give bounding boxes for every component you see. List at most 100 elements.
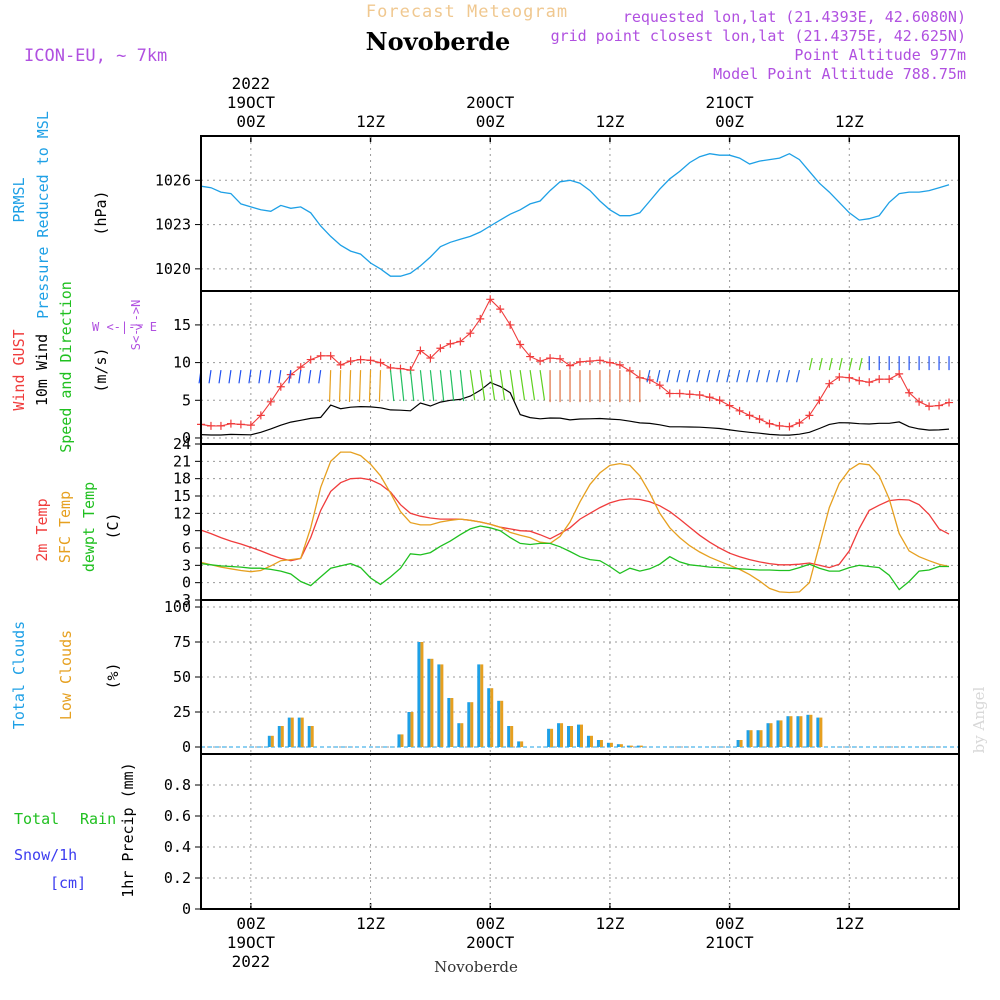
- y-tick-label: 18: [173, 470, 191, 488]
- time-label-top: 20OCT: [466, 93, 515, 112]
- low-clouds-bar: [410, 712, 414, 747]
- wind-direction-arrow: [766, 370, 771, 383]
- wind-direction-arrow: [378, 370, 382, 403]
- total-clouds-bar: [407, 712, 411, 747]
- low-clouds-bar: [520, 741, 524, 747]
- gust-marker: [905, 388, 914, 397]
- wind-direction-arrow: [726, 370, 731, 383]
- gust-marker: [476, 314, 485, 323]
- y-tick-label: 25: [173, 703, 191, 721]
- gust-marker: [655, 381, 664, 390]
- gust-marker: [895, 369, 904, 378]
- low-clouds-bar: [779, 720, 783, 747]
- low-clouds-bar: [280, 726, 284, 747]
- time-label-bottom: 19OCT: [227, 933, 276, 952]
- wind-direction-arrow: [529, 370, 536, 401]
- total-clouds-bar: [417, 642, 421, 747]
- time-label-top: 12Z: [356, 112, 385, 131]
- total-clouds-bar: [517, 741, 521, 747]
- time-label-bottom: 12Z: [835, 914, 864, 933]
- low-clouds-bar: [490, 688, 494, 747]
- clouds-unit: (%): [104, 662, 122, 689]
- low-clouds-bar: [470, 702, 474, 747]
- temp-unit: (C): [104, 512, 122, 539]
- gust-marker: [426, 354, 435, 363]
- snow-label: Snow/1h: [14, 846, 77, 864]
- wind-direction-arrow: [318, 370, 322, 384]
- total-clouds-bar: [776, 720, 780, 747]
- total-clouds-bar: [626, 745, 630, 747]
- gust-marker: [665, 389, 674, 398]
- low-clouds-bar: [430, 658, 434, 747]
- wind-unit: (m/s): [92, 347, 110, 392]
- low-clouds-bar: [510, 726, 514, 747]
- wind-direction-arrow: [808, 357, 813, 371]
- low-clouds-bar: [450, 698, 454, 747]
- y-tick-label: 1023: [155, 216, 191, 234]
- wind-direction-arrow: [248, 370, 252, 384]
- y-tick-label: 24: [173, 435, 191, 453]
- low-clouds-bar: [270, 735, 274, 747]
- y-tick-label: 10: [173, 354, 191, 372]
- total-clouds-bar: [816, 717, 820, 747]
- total-clouds-bar: [786, 716, 790, 747]
- temp2m-line: [200, 477, 950, 569]
- product-title: Forecast Meteogram: [366, 2, 568, 22]
- wind-direction-arrow: [449, 370, 455, 402]
- y-tick-label: 5: [182, 391, 191, 409]
- wind-direction-arrow: [676, 370, 681, 383]
- time-label-bottom: 00Z: [715, 914, 744, 933]
- wind-direction-arrow: [746, 370, 751, 383]
- prmsl-label: PRMSL: [10, 177, 28, 222]
- compass-sn: S<-|->N: [129, 300, 143, 351]
- wind-direction-arrow: [666, 370, 671, 383]
- y-tick-label: 1020: [155, 260, 191, 278]
- total-label: Total: [14, 810, 59, 828]
- y-tick-label: -3: [173, 591, 191, 609]
- total-clouds-bar: [586, 735, 590, 747]
- model-label: ICON-EU, ~ 7km: [24, 46, 167, 66]
- y-tick-label: 75: [173, 633, 191, 651]
- y-tick-label: 0.4: [164, 838, 191, 856]
- low-clouds-bar: [500, 700, 504, 747]
- gust-marker: [486, 295, 495, 304]
- wind-direction-arrow: [439, 370, 445, 402]
- y-tick-label: 0: [182, 900, 191, 918]
- gust-marker: [566, 361, 575, 370]
- wind-direction-arrow: [796, 370, 801, 383]
- low-clouds-bar: [580, 724, 583, 747]
- gust-marker: [316, 351, 325, 360]
- wind-direction-arrow: [228, 370, 232, 384]
- gust-marker: [915, 397, 924, 406]
- pressure-series-line: [200, 152, 950, 277]
- wind-direction-arrow: [858, 357, 863, 371]
- wind-direction-arrow: [828, 357, 833, 371]
- total-clouds-bar: [477, 664, 481, 747]
- wind-direction-arrow: [258, 370, 262, 384]
- total-clouds-bar: [507, 726, 511, 747]
- sfc-temp-line: [200, 451, 950, 594]
- wind-direction-arrow: [469, 370, 476, 401]
- y-tick-label: 3: [182, 556, 191, 574]
- low-clouds-label: Low Clouds: [57, 630, 75, 720]
- y-tick-label: 6: [182, 539, 191, 557]
- total-clouds-bar: [437, 664, 441, 747]
- wind-direction-arrow: [539, 370, 546, 401]
- wind-direction-arrow: [646, 370, 651, 383]
- total-clouds-bar: [746, 730, 750, 747]
- total-clouds-bar: [547, 728, 551, 747]
- low-clouds-bar: [290, 717, 294, 747]
- wind-10m-label: 10m Wind: [33, 334, 51, 406]
- cm-label: [cm]: [50, 874, 86, 892]
- low-clouds-bar: [739, 740, 743, 747]
- gust-marker: [925, 402, 934, 411]
- total-clouds-bar: [467, 702, 471, 747]
- wind-10m-line: [200, 381, 950, 436]
- wind-direction-arrow: [208, 370, 212, 384]
- low-clouds-bar: [550, 728, 554, 747]
- y-tick-label: 9: [182, 522, 191, 540]
- wind-direction-arrow: [716, 370, 721, 383]
- wind-direction-arrow: [358, 370, 362, 403]
- gust-marker: [266, 397, 275, 406]
- time-label-bottom: 2022: [232, 952, 271, 971]
